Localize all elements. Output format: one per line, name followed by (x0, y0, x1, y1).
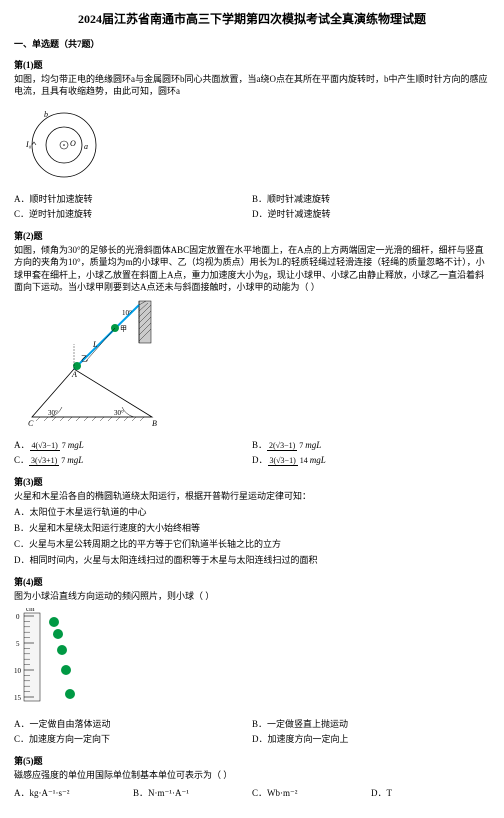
q3-choice-c: C．火星与木星公转周期之比的平方等于它们轨道半长轴之比的立方 (14, 538, 490, 550)
q3-head: 第(3)题 (14, 475, 490, 488)
q2-head: 第(2)题 (14, 229, 490, 242)
q3-choice-d: D．相同时间内，火星与太阳连线扫过的面积等于木星与太阳连线扫过的面积 (14, 554, 490, 566)
q4-choice-c: C．加速度方向一定向下 (14, 731, 252, 746)
q4-head: 第(4)题 (14, 575, 490, 588)
svg-text:甲: 甲 (120, 325, 127, 333)
q5-choice-b: B．N·m⁻¹·A⁻¹ (133, 785, 252, 800)
q2-choices: A．4(√3−1)7mgL B．2(√3−1)7mgL C．3(√3+1)7mg… (14, 437, 490, 467)
svg-text:10: 10 (14, 667, 22, 675)
q5-choices: A．kg·A⁻¹·s⁻² B．N·m⁻¹·A⁻¹ C．Wb·m⁻² D．T (14, 785, 490, 800)
svg-text:O: O (70, 139, 76, 148)
q5-head: 第(5)题 (14, 754, 490, 767)
q4-choice-b: B．一定做竖直上抛运动 (252, 716, 490, 731)
q1-choice-d: D．逆时针减速旋转 (252, 206, 490, 221)
svg-text:cm: cm (26, 608, 35, 613)
q4-choices: A．一定做自由落体运动 B．一定做竖直上抛运动 C．加速度方向一定向下 D．加速… (14, 716, 490, 746)
svg-text:b: b (44, 110, 48, 119)
svg-text:a: a (84, 142, 88, 151)
q4-choice-d: D．加速度方向一定向上 (252, 731, 490, 746)
svg-text:A: A (71, 370, 77, 379)
q5-choice-a: A．kg·A⁻¹·s⁻² (14, 785, 133, 800)
page-title: 2024届江苏省南通市高三下学期第四次模拟考试全真演练物理试题 (14, 10, 490, 27)
q5-body: 磁感应强度的单位用国际单位制基本单位可表示为（ ） (14, 769, 490, 781)
svg-text:0: 0 (16, 613, 20, 621)
q2-choice-b: B．2(√3−1)7mgL (252, 437, 490, 452)
q2-figure: 甲 乙 L A C B 10° 30° 30° (14, 299, 490, 431)
svg-text:30°: 30° (48, 409, 58, 417)
q4-choice-a: A．一定做自由落体运动 (14, 716, 252, 731)
q1-choices: A．顺时针加速旋转 B．顺时针减速旋转 C．逆时针加速旋转 D．逆时针减速旋转 (14, 191, 490, 221)
svg-text:B: B (152, 419, 157, 428)
svg-text:5: 5 (16, 640, 20, 648)
svg-text:L: L (92, 340, 98, 349)
q4-figure: cm 0 5 10 15 (14, 608, 490, 710)
q1-body: 如图，均匀带正电的绝缘圆环a与金属圆环b同心共面放置，当a绕O点在其所在平面内旋… (14, 73, 490, 97)
svg-text:10°: 10° (122, 309, 132, 317)
q2-choice-d: D．3(√3−1)14mgL (252, 452, 490, 467)
q1-choice-c: C．逆时针加速旋转 (14, 206, 252, 221)
q2-choice-c: C．3(√3+1)7mgL (14, 452, 252, 467)
q3-choices: A．太阳位于木星运行轨道的中心 B．火星和木星绕太阳运行速度的大小始终相等 C．… (14, 506, 490, 567)
svg-text:I₀: I₀ (25, 140, 32, 149)
q1-figure: O a b I₀ (14, 103, 490, 185)
q3-body: 火星和木星沿各自的椭圆轨道绕太阳运行，根据开普勒行星运动定律可知： (14, 490, 490, 502)
q2-choice-a: A．4(√3−1)7mgL (14, 437, 252, 452)
q1-head: 第(1)题 (14, 58, 490, 71)
q5-choice-c: C．Wb·m⁻² (252, 785, 371, 800)
svg-text:C: C (28, 419, 34, 428)
q3-choice-b: B．火星和木星绕太阳运行速度的大小始终相等 (14, 522, 490, 534)
q4-body: 图为小球沿直线方向运动的频闪照片，则小球（ ） (14, 590, 490, 602)
svg-text:30°: 30° (114, 409, 124, 417)
q3-choice-a: A．太阳位于木星运行轨道的中心 (14, 506, 490, 518)
q1-choice-a: A．顺时针加速旋转 (14, 191, 252, 206)
q5-choice-d: D．T (371, 785, 490, 800)
q2-body: 如图，倾角为30°的足够长的光滑斜面体ABC固定放置在水平地面上，在A点的上方两… (14, 244, 490, 293)
svg-text:乙: 乙 (81, 355, 88, 363)
q1-choice-b: B．顺时针减速旋转 (252, 191, 490, 206)
section-heading: 一、单选题（共7题） (14, 37, 490, 50)
svg-text:15: 15 (14, 694, 22, 702)
